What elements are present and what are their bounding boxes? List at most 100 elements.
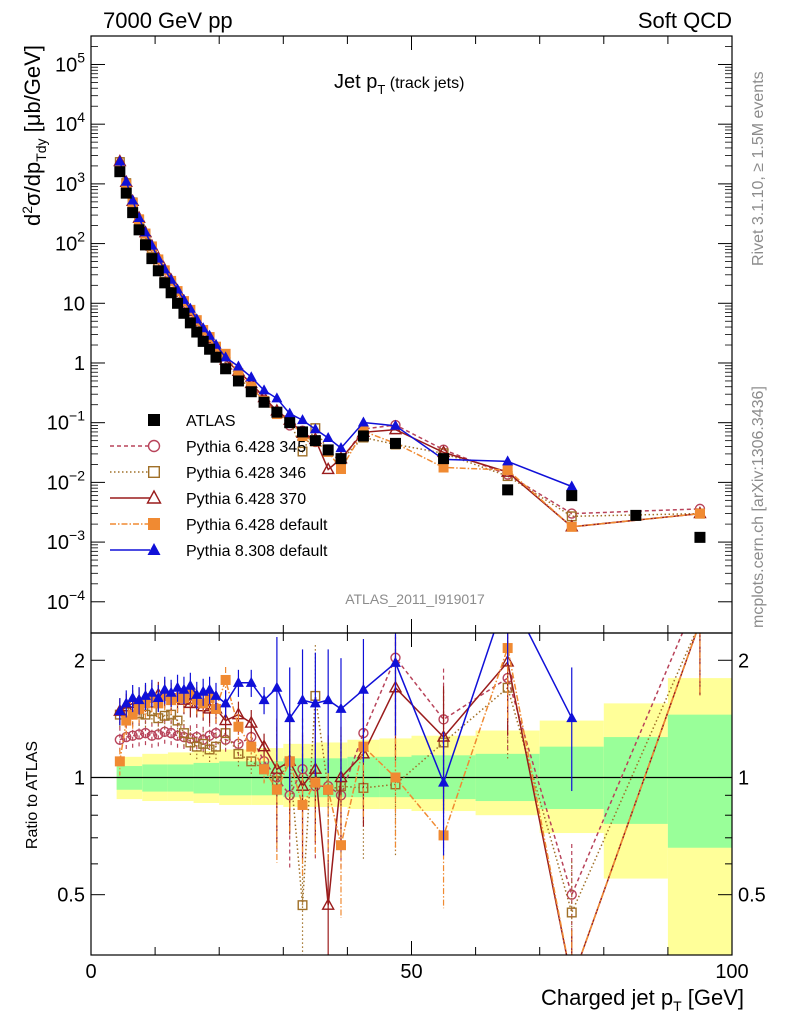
atlas-point xyxy=(232,375,244,387)
ratio-marker-3 xyxy=(566,975,577,985)
ratio-tick-label-right: 0.5 xyxy=(738,885,766,907)
ratio-marker-5 xyxy=(159,683,171,694)
atlas-point xyxy=(258,396,270,408)
ratio-marker-3 xyxy=(218,713,233,726)
ratio-marker-4 xyxy=(335,840,346,851)
atlas-point xyxy=(566,490,578,502)
ratio-marker-2 xyxy=(191,741,202,752)
ratio-marker-5 xyxy=(178,683,190,694)
legend-marker-1 xyxy=(147,439,161,453)
ratio-marker-1 xyxy=(695,587,704,596)
ratio-marker-5 xyxy=(184,679,196,690)
ratio-marker-5 xyxy=(309,697,321,708)
mcplots-label: mcplots.cern.ch [arXiv:1306.3436] xyxy=(750,386,767,628)
ratio-marker-5 xyxy=(271,681,283,692)
ratio-axis-label: Ratio to ATLAS xyxy=(24,741,41,849)
atlas-point xyxy=(245,386,257,398)
ratio-marker-3 xyxy=(500,654,515,667)
ratio-marker-5 xyxy=(220,697,232,708)
top-marker-5 xyxy=(133,211,145,222)
ratio-marker-5 xyxy=(120,697,132,708)
ratio-marker-2 xyxy=(297,900,308,911)
ratio-marker-5 xyxy=(165,686,177,697)
atlas-point xyxy=(271,406,283,418)
y-tick-label: 102 xyxy=(55,229,85,256)
top-marker-5 xyxy=(335,442,347,453)
ratio-marker-5 xyxy=(133,694,145,705)
ratio-marker-2 xyxy=(198,738,209,749)
band-inner xyxy=(193,762,220,794)
legend-marker-4 xyxy=(148,518,160,530)
y-tick-label: 10−2 xyxy=(47,467,85,494)
atlas-point xyxy=(133,224,145,236)
ratio-marker-2 xyxy=(178,728,189,739)
atlas-point xyxy=(165,287,177,299)
ratio-marker-5 xyxy=(502,586,513,596)
atlas-point xyxy=(152,265,164,277)
legend-label-3: Pythia 6.428 370 xyxy=(186,491,306,508)
ratio-marker-3 xyxy=(244,715,258,728)
legend-marker-0 xyxy=(148,414,160,426)
ratio-marker-4 xyxy=(127,709,138,720)
ratio-marker-1 xyxy=(210,727,222,739)
atlas-point xyxy=(197,335,209,347)
header-energy: 7000 GeV pp xyxy=(103,8,233,33)
ratio-marker-2 xyxy=(566,907,577,918)
ratio-marker-4 xyxy=(323,784,334,795)
top-marker-5 xyxy=(297,414,309,425)
ratio-marker-3 xyxy=(321,897,335,910)
ratio-marker-1 xyxy=(165,727,177,739)
y-tick-label: 10−4 xyxy=(47,587,85,614)
ratio-marker-5 xyxy=(245,676,257,687)
top-marker-5 xyxy=(284,407,296,418)
band-inner xyxy=(219,761,252,796)
ratio-marker-5 xyxy=(258,694,270,705)
x-tick-label: 0 xyxy=(85,961,96,983)
ratio-marker-5 xyxy=(152,692,164,703)
ratio-marker-4 xyxy=(246,741,257,752)
top-marker-4 xyxy=(566,521,577,532)
legend: ATLAS Pythia 6.428 345 Pythia 6.428 346 Pyt… xyxy=(110,413,328,560)
ratio-marker-4 xyxy=(114,756,125,767)
ratio-marker-5 xyxy=(438,776,450,787)
ratio-marker-5 xyxy=(297,694,309,705)
top-marker-4 xyxy=(335,464,346,475)
ratio-marker-3 xyxy=(257,739,271,752)
top-marker-5 xyxy=(322,432,334,443)
ratio-marker-4 xyxy=(220,674,231,685)
legend-label-4: Pythia 6.428 default xyxy=(186,517,328,534)
ratio-panel xyxy=(113,586,705,985)
top-marker-4 xyxy=(438,462,449,473)
atlas-point xyxy=(284,417,296,429)
ratio-marker-5 xyxy=(389,656,401,667)
top-marker-4 xyxy=(694,508,705,519)
atlas-point xyxy=(438,453,450,465)
atlas-point xyxy=(389,437,401,449)
top-marker-5 xyxy=(232,360,244,371)
ratio-tick-label-right: 2 xyxy=(738,650,749,672)
ratio-marker-5 xyxy=(139,689,151,700)
ratio-tick-label: 2 xyxy=(74,650,85,672)
analysis-label: ATLAS_2011_I919017 xyxy=(345,591,485,607)
ratio-marker-4 xyxy=(121,715,132,726)
atlas-point xyxy=(172,297,184,309)
ratio-marker-4 xyxy=(310,777,321,788)
ratio-marker-1 xyxy=(172,730,183,741)
top-marker-4 xyxy=(233,368,244,379)
atlas-point xyxy=(184,317,196,329)
plot-title: Jet pT (track jets) xyxy=(334,71,464,97)
ratio-marker-5 xyxy=(335,702,347,713)
atlas-point xyxy=(191,326,203,338)
y-tick-label: 1 xyxy=(74,353,85,375)
atlas-point xyxy=(139,239,151,251)
atlas-point xyxy=(178,307,190,319)
legend-marker-3 xyxy=(146,489,162,504)
atlas-point xyxy=(335,453,347,465)
ratio-marker-5 xyxy=(232,676,244,687)
ratio-marker-1 xyxy=(204,730,215,741)
ratio-marker-5 xyxy=(172,681,184,692)
ratio-marker-3 xyxy=(694,617,705,627)
y-tick-label: 10−1 xyxy=(47,408,85,435)
y-tick-label: 103 xyxy=(55,169,85,196)
